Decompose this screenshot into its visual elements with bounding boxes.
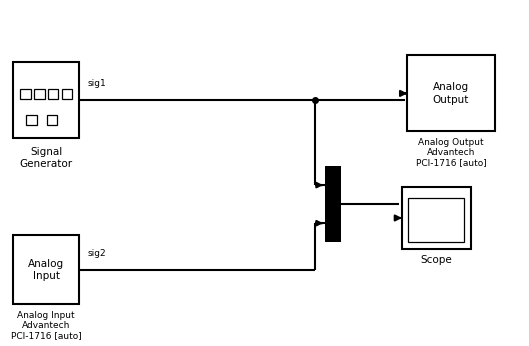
Bar [402, 187, 471, 249]
Bar [13, 235, 79, 304]
Bar [62, 89, 72, 99]
Bar [47, 115, 57, 125]
Bar [408, 198, 464, 242]
Text: Analog
Input: Analog Input [28, 259, 65, 281]
Bar [407, 55, 495, 131]
Bar [20, 89, 31, 99]
Bar [48, 89, 58, 99]
Bar [325, 166, 341, 242]
Text: sig1: sig1 [87, 79, 106, 88]
Bar [26, 115, 37, 125]
Text: Analog
Output: Analog Output [433, 82, 469, 104]
Text: Scope: Scope [421, 255, 452, 265]
Bar [34, 89, 44, 99]
Text: sig2: sig2 [87, 249, 106, 258]
Text: Analog Output
Advantech
PCI-1716 [auto]: Analog Output Advantech PCI-1716 [auto] [416, 138, 486, 167]
Text: Signal
Generator: Signal Generator [20, 147, 73, 169]
Text: Analog Input
Advantech
PCI-1716 [auto]: Analog Input Advantech PCI-1716 [auto] [11, 311, 81, 340]
Bar [13, 62, 79, 138]
